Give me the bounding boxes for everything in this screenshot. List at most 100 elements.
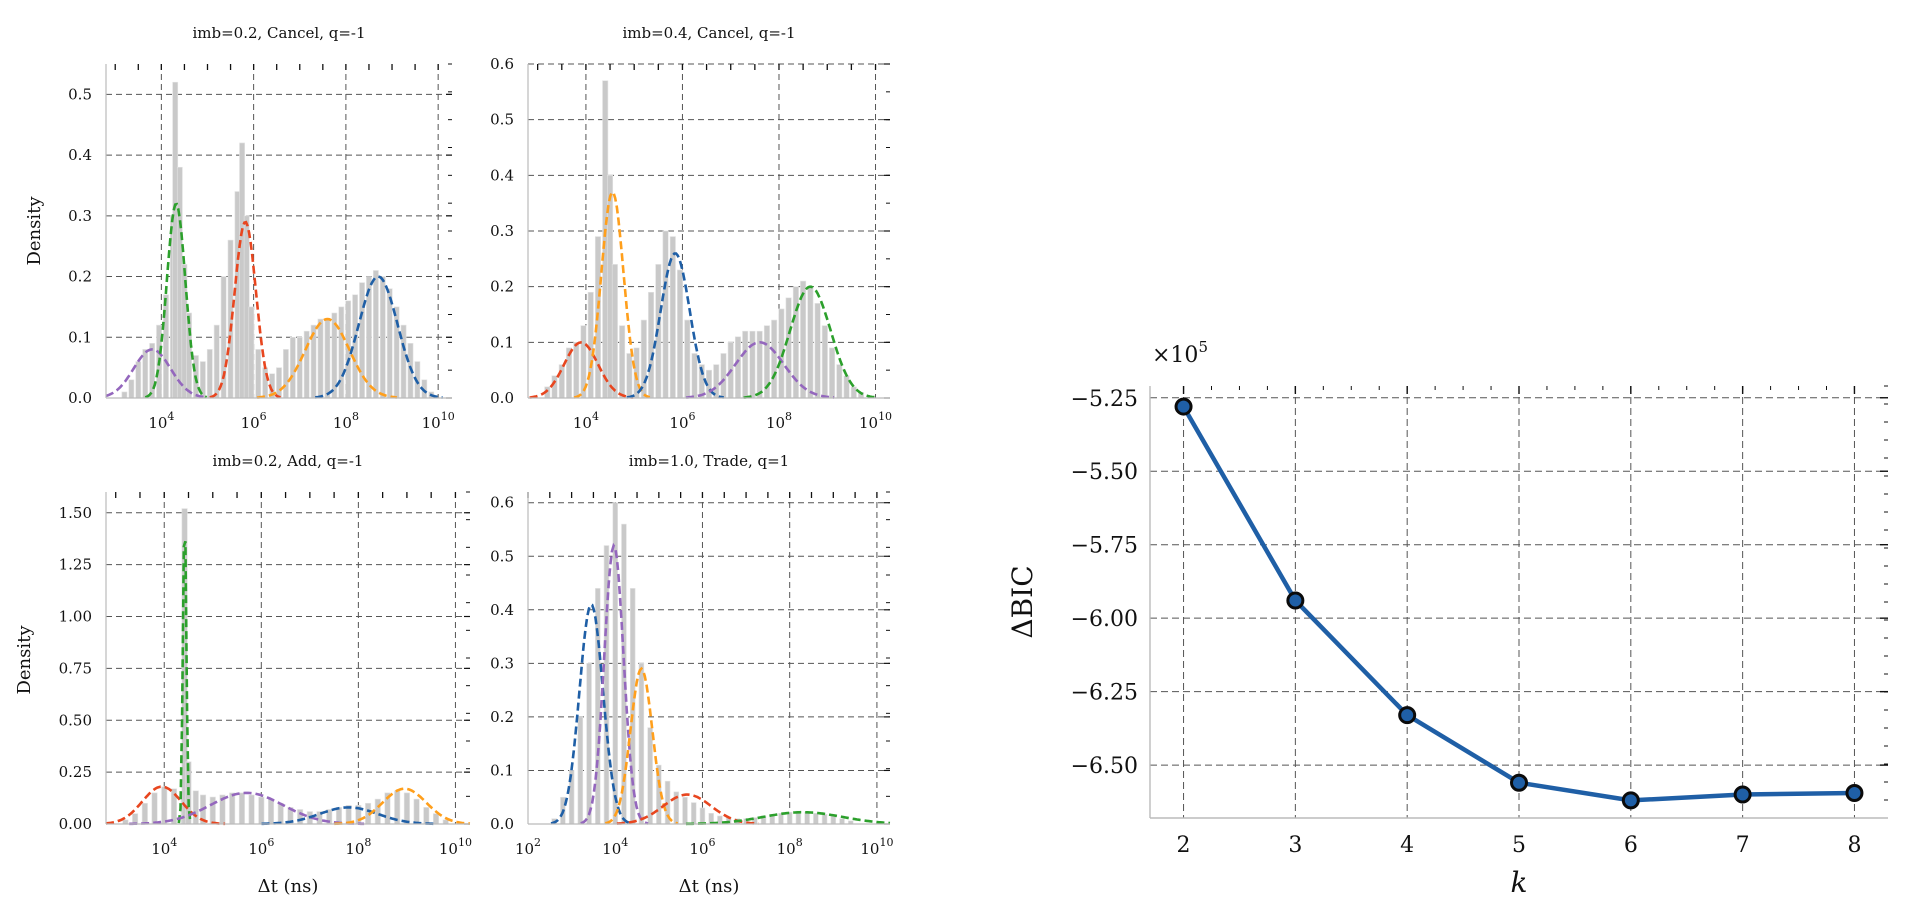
histogram-bar xyxy=(611,264,618,399)
x-tick-base: 10 xyxy=(777,840,796,858)
histogram-bar xyxy=(289,336,296,399)
histogram-bar xyxy=(839,818,845,825)
x-tick-label: 1010 xyxy=(859,410,892,432)
mixture-component-curve xyxy=(256,317,398,399)
x-tick-label: 102 xyxy=(515,836,541,858)
histogram-bar xyxy=(297,809,304,825)
x-tick-exponent: 6 xyxy=(260,410,267,423)
histogram-bar xyxy=(586,663,592,825)
histogram-bar xyxy=(691,353,698,399)
histogram-bar xyxy=(813,812,819,825)
mixture-component-curve xyxy=(550,603,632,825)
subplot-imb04-cancel: imb=0.4, Cancel, q=-1 0.0 0.1 0.2 0.3 0.4 0.5 0… xyxy=(490,24,892,432)
histogram-bar xyxy=(577,716,584,825)
mixture-component-curve xyxy=(580,542,649,825)
subplot-title: imb=0.2, Add, q=-1 xyxy=(213,452,364,470)
y-tick-label: 0.2 xyxy=(68,268,92,286)
histogram-bar xyxy=(135,361,142,399)
histogram-bar xyxy=(742,330,749,399)
x-tick-exponent: 6 xyxy=(709,836,716,849)
histogram-bar xyxy=(640,319,647,399)
y-tick-label: 0.1 xyxy=(68,328,92,346)
subplot-imb10-trade: imb=1.0, Trade, q=1 0.0 0.1 0.2 0.3 0.4 0.5 0.6… xyxy=(490,452,893,897)
histogram-bar xyxy=(317,318,324,399)
y-tick-label: 0.1 xyxy=(490,333,514,351)
x-tick-label: 5 xyxy=(1512,833,1526,858)
histogram-bar xyxy=(684,319,691,399)
histogram-bar xyxy=(142,349,149,399)
histogram-bar xyxy=(248,794,255,825)
histogram-bar xyxy=(626,353,633,399)
x-tick-label: 7 xyxy=(1736,833,1750,858)
histogram-bar xyxy=(238,792,245,825)
histogram-bar xyxy=(258,796,265,825)
y-tick-label: 0.4 xyxy=(490,601,514,619)
histogram-bar xyxy=(829,347,836,399)
y-tick-label: 1.50 xyxy=(59,504,92,522)
histogram-bar xyxy=(804,811,810,825)
y-tick-label: 0.50 xyxy=(59,711,92,729)
x-tick-base: 10 xyxy=(241,414,260,432)
x-tick-label: 104 xyxy=(148,410,174,432)
histogram-bar xyxy=(267,798,275,825)
y-tick-label: 0.0 xyxy=(490,389,514,407)
histogram-bar xyxy=(785,297,792,399)
histogram-bar xyxy=(220,276,227,399)
x-tick-label: 104 xyxy=(573,410,599,432)
mixture-component-curve xyxy=(626,252,725,399)
x-tick-base: 10 xyxy=(439,840,458,858)
x-tick-base: 10 xyxy=(602,840,621,858)
bic-point xyxy=(1733,785,1752,804)
histogram-bar xyxy=(186,312,192,399)
x-tick-label: 2 xyxy=(1177,833,1191,858)
mixture-component-curve xyxy=(529,341,634,399)
histogram-bar xyxy=(352,294,359,399)
x-tick-exponent: 2 xyxy=(534,836,541,849)
mixture-component-curve xyxy=(334,787,471,826)
histogram-bar xyxy=(386,288,393,399)
histogram-bar xyxy=(423,807,430,825)
y-tick-label: 0.25 xyxy=(59,763,92,781)
y-tick-label: 0.75 xyxy=(59,659,92,677)
x-tick-label: 1010 xyxy=(439,836,472,858)
x-tick-exponent: 6 xyxy=(689,410,696,423)
y-tick-label: −5.50 xyxy=(1071,460,1138,485)
histogram-bar xyxy=(209,796,216,825)
bic-point xyxy=(1286,591,1305,610)
histogram-bar xyxy=(303,330,310,399)
histogram-bar xyxy=(677,269,684,399)
y-axis-label: Density xyxy=(14,625,35,695)
x-tick-label: 108 xyxy=(345,836,371,858)
x-tick-label: 104 xyxy=(602,836,628,858)
y-tick-label: 0.4 xyxy=(68,146,92,164)
x-tick-label: 1010 xyxy=(422,410,455,432)
histogram-bar xyxy=(638,663,645,825)
y-tick-label: 0.3 xyxy=(68,207,92,225)
x-tick-label: 108 xyxy=(777,836,803,858)
exponent-power: 5 xyxy=(1198,338,1208,356)
y-tick-label: 0.3 xyxy=(490,654,514,672)
x-tick-label: 6 xyxy=(1624,833,1638,858)
subplot-imb02-add: imb=0.2, Add, q=-1 0.00 0.25 0.50 0.75 1.00 1.… xyxy=(14,452,472,897)
histogram-bar xyxy=(149,343,156,399)
y-exponent-label: ×105 xyxy=(1152,338,1208,368)
mixture-component-curve xyxy=(105,348,207,399)
histogram-bar xyxy=(749,330,756,399)
histogram-bar xyxy=(229,792,236,825)
histogram-bar xyxy=(821,325,828,399)
mixture-component-curve xyxy=(144,202,208,399)
x-tick-exponent: 10 xyxy=(458,836,472,849)
y-tick-label: −5.75 xyxy=(1071,534,1138,559)
x-tick-base: 10 xyxy=(422,414,441,432)
mixture-component-curve xyxy=(315,275,443,399)
histogram-bar xyxy=(379,276,386,399)
x-tick-label: 106 xyxy=(248,836,274,858)
histogram-bar xyxy=(690,802,697,825)
histogram-bar xyxy=(248,306,255,399)
mixture-component-curve xyxy=(105,785,226,826)
x-tick-exponent: 8 xyxy=(364,836,371,849)
histogram-bar xyxy=(277,802,284,825)
x-tick-exponent: 4 xyxy=(167,410,174,423)
histogram-bar xyxy=(338,306,345,399)
